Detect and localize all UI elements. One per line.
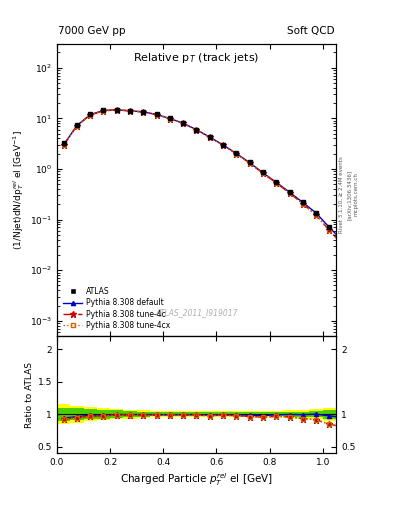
Text: 7000 GeV pp: 7000 GeV pp: [58, 26, 126, 36]
Text: [arXiv:1306.3436]: [arXiv:1306.3436]: [347, 169, 352, 220]
Text: Soft QCD: Soft QCD: [287, 26, 335, 36]
Text: ATLAS_2011_I919017: ATLAS_2011_I919017: [155, 308, 238, 317]
X-axis label: Charged Particle $p_T^{rel}$ el [GeV]: Charged Particle $p_T^{rel}$ el [GeV]: [120, 471, 273, 488]
Y-axis label: Ratio to ATLAS: Ratio to ATLAS: [25, 361, 33, 428]
Text: Relative p$_T$ (track jets): Relative p$_T$ (track jets): [133, 51, 260, 65]
Legend: ATLAS, Pythia 8.308 default, Pythia 8.308 tune-4c, Pythia 8.308 tune-4cx: ATLAS, Pythia 8.308 default, Pythia 8.30…: [61, 285, 173, 332]
Y-axis label: (1/Njet)dN/dp$_T^{rel}$ el [GeV$^{-1}$]: (1/Njet)dN/dp$_T^{rel}$ el [GeV$^{-1}$]: [11, 130, 26, 250]
Text: Rivet 3.1.10, ≥ 2.4M events: Rivet 3.1.10, ≥ 2.4M events: [339, 156, 344, 233]
Text: mcplots.cern.ch: mcplots.cern.ch: [354, 173, 359, 217]
